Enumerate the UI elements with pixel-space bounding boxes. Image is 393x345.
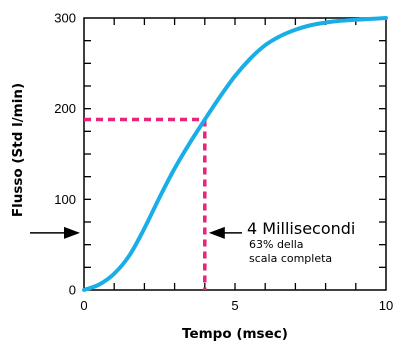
plot-frame [83, 17, 387, 291]
y-tick-labels: 0 100 200 300 [54, 11, 76, 298]
right-arrow-head [208, 226, 225, 239]
annotation-label-sub-2: scala completa [249, 252, 332, 265]
x-axis-title: Tempo (msec) [182, 326, 288, 342]
left-arrow-head [64, 226, 80, 239]
y-axis-title: Flusso (Std l/min) [10, 83, 26, 217]
flow-curve-series [82, 16, 388, 292]
annotation-label-main: 4 Millisecondi [247, 219, 355, 238]
minor-ticks [84, 18, 386, 290]
y-tick-label: 0 [69, 283, 76, 298]
y-tick-label: 100 [54, 192, 76, 207]
annotation-arrows [30, 226, 242, 239]
annotation-label-sub-1: 63% della [249, 238, 304, 251]
y-tick-label: 200 [54, 101, 76, 116]
x-tick-labels: 0 5 10 [80, 298, 393, 313]
y-tick-label: 300 [54, 11, 76, 26]
x-tick-label: 0 [80, 298, 87, 313]
x-tick-label: 5 [231, 298, 238, 313]
highlight-guides [84, 117, 207, 290]
x-tick-label: 10 [379, 298, 393, 313]
